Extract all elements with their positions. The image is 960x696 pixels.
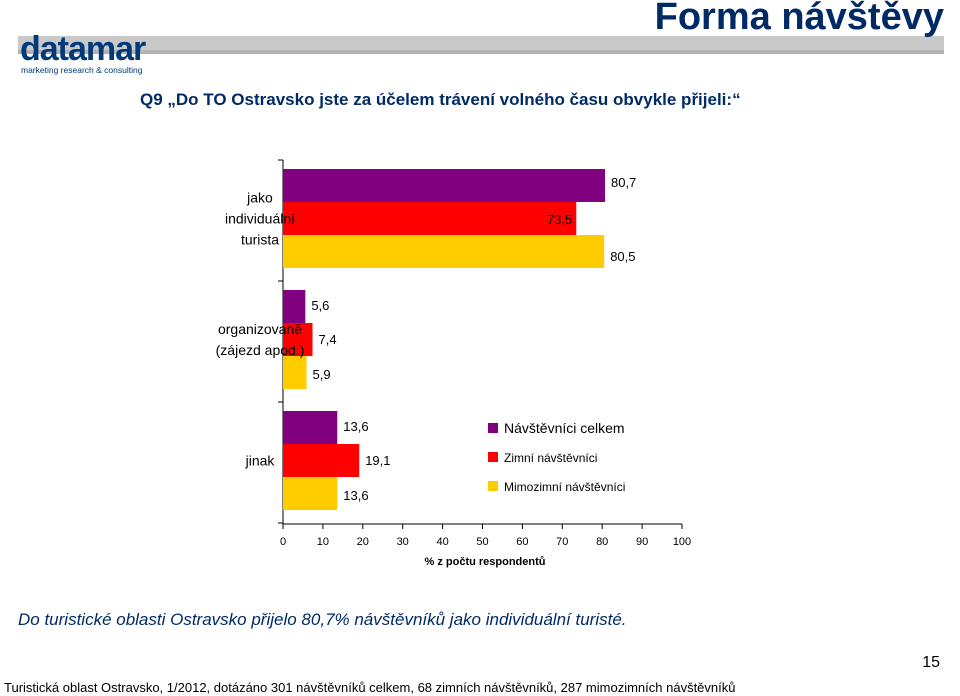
legend-label: Zimní návštěvníci — [504, 451, 597, 465]
x-tick-label: 70 — [556, 536, 568, 548]
summary-note: Do turistické oblasti Ostravsko přijelo … — [18, 610, 627, 629]
bar — [283, 444, 360, 477]
data-label: 5,9 — [313, 367, 331, 382]
x-tick-label: 80 — [596, 536, 608, 548]
category-label: organizovaně — [218, 321, 302, 337]
x-tick-label: 20 — [357, 536, 369, 548]
bar — [283, 235, 605, 268]
legend-label: Mimozimní návštěvníci — [504, 480, 625, 494]
bar — [283, 169, 605, 202]
bar — [283, 323, 313, 356]
x-tick-label: 90 — [636, 536, 648, 548]
bar — [283, 477, 338, 510]
x-tick-label: 40 — [436, 536, 448, 548]
category-label: (zájezd apod.) — [216, 342, 305, 358]
data-label: 80,5 — [610, 249, 635, 264]
category-label: turista — [241, 232, 279, 248]
category-label: jinak — [245, 453, 276, 469]
footer-note: Turistická oblast Ostravsko, 1/2012, dot… — [4, 680, 736, 695]
bar — [283, 411, 338, 444]
category-label: individuální — [225, 211, 295, 227]
legend-swatch — [488, 452, 498, 462]
data-label: 80,7 — [611, 175, 636, 190]
data-label: 7,4 — [319, 332, 337, 347]
bar-chart: 0 10 20 30 40 50 60 70 80 90 100 % z počtu responde… — [216, 159, 691, 568]
category-label: jako — [246, 190, 273, 206]
logo-tagline: marketing research & consulting — [21, 65, 143, 75]
data-label: 13,6 — [343, 419, 368, 434]
x-tick-label: 60 — [516, 536, 528, 548]
legend-swatch — [488, 423, 498, 433]
legend-swatch — [488, 481, 498, 491]
x-tick-label: 50 — [476, 536, 488, 548]
page-title: Forma návštěvy — [654, 0, 944, 38]
bar — [283, 202, 577, 235]
data-label: 13,6 — [343, 488, 368, 503]
x-tick-label: 10 — [317, 536, 329, 548]
data-label: 73,5 — [547, 212, 572, 227]
bar — [283, 356, 307, 389]
x-tick-label: 100 — [673, 536, 691, 548]
bar — [283, 290, 306, 323]
question-text: Q9 „Do TO Ostravsko jste za účelem tráve… — [140, 90, 741, 109]
data-label: 5,6 — [311, 298, 329, 313]
page-number: 15 — [922, 654, 940, 671]
header-bar — [18, 36, 944, 54]
logo-wordmark: datamar — [20, 30, 146, 68]
x-axis-label: % z počtu respondentů — [425, 556, 546, 568]
x-tick-label: 30 — [397, 536, 409, 548]
legend-label: Návštěvníci celkem — [504, 420, 625, 436]
data-label: 19,1 — [365, 453, 390, 468]
x-tick-label: 0 — [280, 536, 286, 548]
